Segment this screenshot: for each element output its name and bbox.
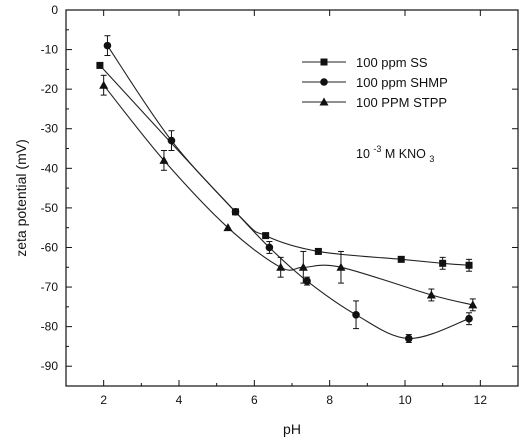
x-axis-title: pH — [283, 421, 301, 437]
y-tick-label: -90 — [41, 359, 59, 373]
annotation-electrolyte: 10 -3 M KNO 3 — [356, 141, 434, 164]
data-point — [314, 247, 322, 255]
data-point — [465, 314, 473, 323]
series-line — [103, 84, 473, 306]
y-tick-label: 0 — [51, 3, 58, 17]
y-tick-label: -10 — [41, 43, 59, 57]
x-tick-label: 8 — [326, 393, 333, 407]
y-tick-label: -60 — [41, 240, 59, 254]
data-point — [96, 61, 104, 69]
data-point — [276, 262, 286, 271]
y-tick-label: -50 — [41, 201, 59, 215]
y-tick-label: -70 — [41, 280, 59, 294]
x-tick-label: 6 — [251, 393, 258, 407]
y-axis-title: zeta potential (mV) — [13, 139, 29, 257]
annotation-main: 10 — [356, 147, 370, 161]
data-point — [223, 223, 233, 232]
data-point — [298, 262, 308, 271]
data-point — [167, 136, 176, 145]
data-point — [404, 334, 413, 343]
data-point — [99, 80, 109, 89]
legend-label: 100 ppm SHMP — [356, 75, 448, 90]
legend-marker — [320, 78, 328, 86]
data-point — [468, 300, 478, 309]
y-axis: 0 -10 -20 -30 -40 -50 -60 -70 -80 -90 — [41, 3, 518, 373]
x-tick-label: 2 — [100, 393, 107, 407]
data-point — [352, 310, 360, 319]
data-point — [231, 208, 240, 216]
data-point — [103, 41, 112, 50]
legend-marker — [320, 58, 328, 66]
x-tick-label: 12 — [474, 393, 488, 407]
data-point — [465, 261, 473, 269]
plot-frame — [65, 9, 519, 387]
y-tick-label: -40 — [41, 161, 59, 175]
data-point — [426, 290, 436, 299]
y-tick-label: -80 — [41, 320, 59, 334]
series-circle — [103, 35, 473, 343]
series-triangle — [99, 74, 478, 312]
legend-label: 100 PPM STPP — [356, 95, 447, 110]
y-tick-label: -20 — [41, 82, 59, 96]
data-point — [262, 232, 270, 240]
legend-marker — [319, 97, 329, 106]
data-point — [159, 155, 169, 164]
y-tick-label: -30 — [41, 122, 59, 136]
series-square — [96, 61, 473, 272]
x-tick-label: 10 — [398, 393, 412, 407]
x-tick-label: 4 — [176, 393, 183, 407]
legend: 100 ppm SS 100 ppm SHMP 100 PPM STPP — [302, 55, 448, 110]
x-axis: 2 4 6 8 10 12 — [65, 10, 488, 407]
series-layer — [96, 35, 478, 343]
data-point — [336, 262, 346, 271]
annotation-subscript: 3 — [429, 154, 434, 164]
data-point — [265, 243, 274, 252]
data-point — [303, 277, 311, 285]
data-point — [439, 259, 447, 267]
data-point — [397, 255, 405, 263]
legend-label: 100 ppm SS — [356, 55, 428, 70]
annotation-superscript: -3 — [373, 144, 381, 154]
annotation-middle: M KNO — [385, 147, 426, 161]
